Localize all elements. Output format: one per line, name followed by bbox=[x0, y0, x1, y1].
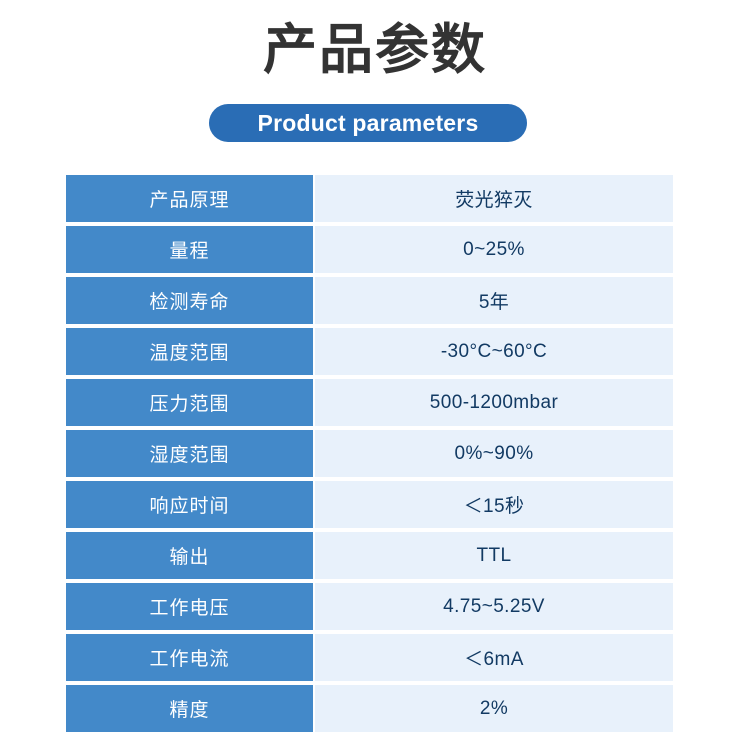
spec-value-cell: 0~25% bbox=[315, 226, 673, 273]
column-divider bbox=[313, 481, 315, 528]
column-divider bbox=[313, 634, 315, 681]
spec-label-cell: 响应时间 bbox=[66, 481, 313, 528]
spec-value-cell: -30°C~60°C bbox=[315, 328, 673, 375]
column-divider bbox=[313, 328, 315, 375]
column-divider bbox=[313, 175, 315, 222]
spec-table: 产品原理 荧光猝灭 量程 0~25% 检测寿命 5年 温度范围 -30°C~60°C 压力范围 5… bbox=[66, 175, 673, 732]
table-row: 输出 TTL bbox=[66, 532, 673, 579]
spec-label-cell: 温度范围 bbox=[66, 328, 313, 375]
page-title: 产品参数 bbox=[263, 20, 487, 80]
table-row: 产品原理 荧光猝灭 bbox=[66, 175, 673, 222]
table-row: 响应时间 ＜15秒 bbox=[66, 481, 673, 528]
spec-label-cell: 精度 bbox=[66, 685, 313, 732]
spec-label-cell: 量程 bbox=[66, 226, 313, 273]
spec-label-cell: 工作电流 bbox=[66, 634, 313, 681]
subtitle-label: Product parameters bbox=[257, 110, 479, 136]
spec-value-cell: 荧光猝灭 bbox=[315, 175, 673, 222]
spec-value-cell: ＜6mA bbox=[315, 634, 673, 681]
table-row: 湿度范围 0%~90% bbox=[66, 430, 673, 477]
table-row: 工作电压 4.75~5.25V bbox=[66, 583, 673, 630]
spec-label-cell: 工作电压 bbox=[66, 583, 313, 630]
column-divider bbox=[313, 379, 315, 426]
spec-label-cell: 输出 bbox=[66, 532, 313, 579]
table-row: 工作电流 ＜6mA bbox=[66, 634, 673, 681]
column-divider bbox=[313, 430, 315, 477]
table-row: 压力范围 500-1200mbar bbox=[66, 379, 673, 426]
spec-label-cell: 湿度范围 bbox=[66, 430, 313, 477]
spec-value-cell: 5年 bbox=[315, 277, 673, 324]
spec-value-cell: ＜15秒 bbox=[315, 481, 673, 528]
spec-value-cell: 4.75~5.25V bbox=[315, 583, 673, 630]
table-row: 精度 2% bbox=[66, 685, 673, 732]
spec-value-cell: 0%~90% bbox=[315, 430, 673, 477]
column-divider bbox=[313, 226, 315, 273]
column-divider bbox=[313, 685, 315, 732]
spec-value-cell: 2% bbox=[315, 685, 673, 732]
column-divider bbox=[313, 277, 315, 324]
spec-label-cell: 检测寿命 bbox=[66, 277, 313, 324]
spec-value-cell: TTL bbox=[315, 532, 673, 579]
column-divider bbox=[313, 583, 315, 630]
subtitle-pill-banner: Product parameters bbox=[209, 104, 527, 142]
spec-value-cell: 500-1200mbar bbox=[315, 379, 673, 426]
spec-label-cell: 产品原理 bbox=[66, 175, 313, 222]
table-row: 量程 0~25% bbox=[66, 226, 673, 273]
column-divider bbox=[313, 532, 315, 579]
spec-label-cell: 压力范围 bbox=[66, 379, 313, 426]
table-row: 检测寿命 5年 bbox=[66, 277, 673, 324]
table-row: 温度范围 -30°C~60°C bbox=[66, 328, 673, 375]
